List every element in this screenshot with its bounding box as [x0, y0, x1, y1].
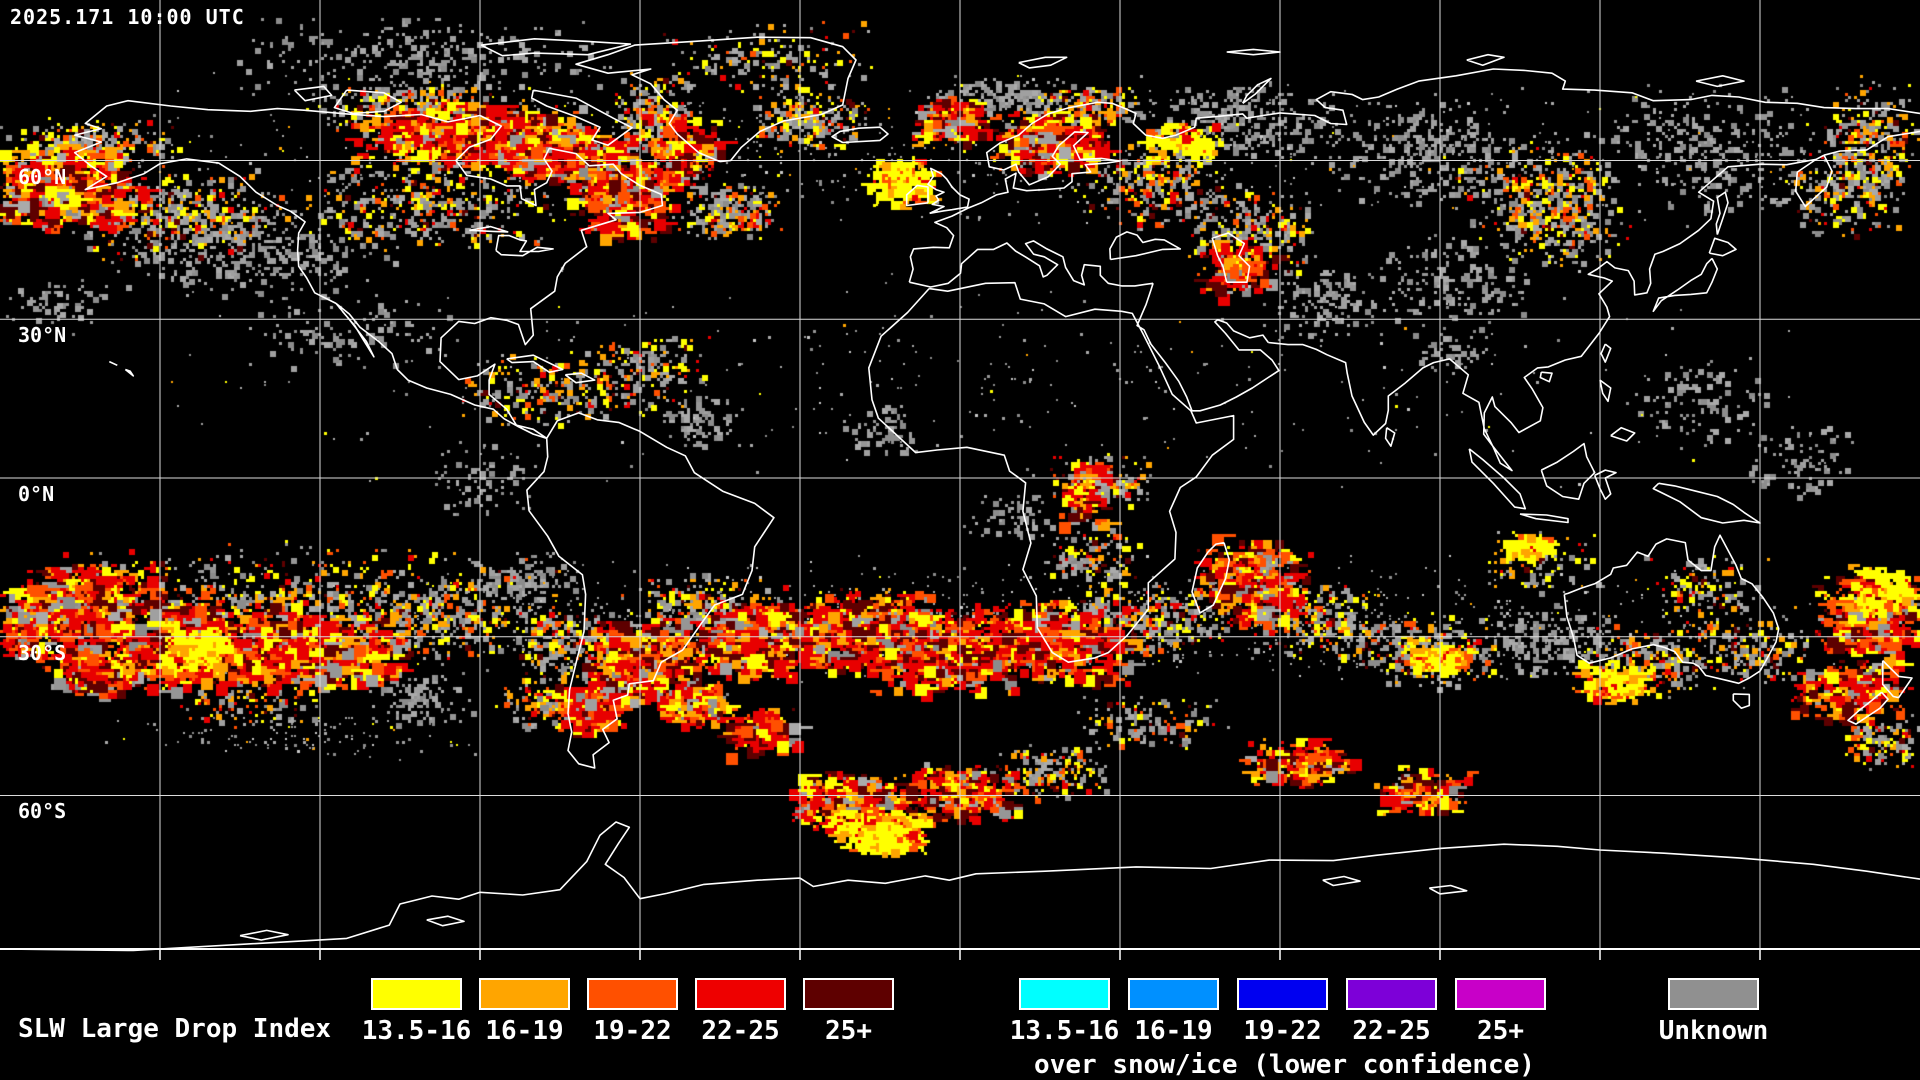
snow-label-2: 16-19	[1134, 1016, 1213, 1046]
legend-item: 22-25	[695, 978, 786, 1046]
legend-item: 13.5-16	[1010, 978, 1119, 1046]
snow-swatch-1	[1019, 978, 1110, 1010]
legend-item: 19-22	[587, 978, 678, 1046]
legend-item: 19-22	[1237, 978, 1328, 1046]
timestamp-label: 2025.171 10:00 UTC	[10, 5, 245, 29]
lat-label-60n: 60°N	[18, 165, 67, 189]
legend-item: 25+	[1455, 978, 1546, 1046]
snow-swatch-5	[1455, 978, 1546, 1010]
legend-item: 22-25	[1346, 978, 1437, 1046]
slw-label-1: 13.5-16	[361, 1016, 472, 1046]
slw-label-5: 25+	[825, 1016, 872, 1046]
snow-swatch-4	[1346, 978, 1437, 1010]
lat-label-0n: 0°N	[18, 482, 55, 506]
snow-ice-caption: over snow/ice (lower confidence)	[1034, 1050, 1535, 1080]
legend-item: 25+	[803, 978, 894, 1046]
legend: SLW Large Drop Index 13.5-16 16-19 19-22…	[0, 962, 1920, 1080]
world-map: 2025.171 10:00 UTC 60°N 30°N 0°N 30°S 60…	[0, 0, 1920, 960]
snow-swatch-2	[1128, 978, 1219, 1010]
snow-label-5: 25+	[1477, 1016, 1524, 1046]
legend-item: 13.5-16	[362, 978, 471, 1046]
legend-item: Unknown	[1659, 978, 1768, 1046]
snow-label-3: 19-22	[1243, 1016, 1322, 1046]
lat-label-30s: 30°S	[18, 641, 67, 665]
slw-swatch-3	[587, 978, 678, 1010]
lat-label-60s: 60°S	[18, 799, 67, 823]
snow-label-1: 13.5-16	[1009, 1016, 1120, 1046]
slw-swatch-1	[371, 978, 462, 1010]
legend-group-unknown: Unknown	[1659, 978, 1768, 1046]
slw-swatch-2	[479, 978, 570, 1010]
slw-swatch-4	[695, 978, 786, 1010]
lat-label-30n: 30°N	[18, 323, 67, 347]
slw-swatch-5	[803, 978, 894, 1010]
slw-label-4: 22-25	[701, 1016, 780, 1046]
slw-label-2: 16-19	[485, 1016, 564, 1046]
legend-item: 16-19	[479, 978, 570, 1046]
unknown-label: Unknown	[1658, 1016, 1769, 1046]
legend-item: 16-19	[1128, 978, 1219, 1046]
legend-group-slw: 13.5-16 16-19 19-22 22-25 25+	[362, 978, 894, 1046]
slw-label-3: 19-22	[593, 1016, 672, 1046]
snow-label-4: 22-25	[1352, 1016, 1431, 1046]
legend-title: SLW Large Drop Index	[18, 1014, 332, 1044]
snow-swatch-3	[1237, 978, 1328, 1010]
unknown-swatch	[1668, 978, 1759, 1010]
grid-coastline-layer	[0, 0, 1920, 960]
legend-group-snow-ice: 13.5-16 16-19 19-22 22-25 25+	[1010, 978, 1546, 1046]
